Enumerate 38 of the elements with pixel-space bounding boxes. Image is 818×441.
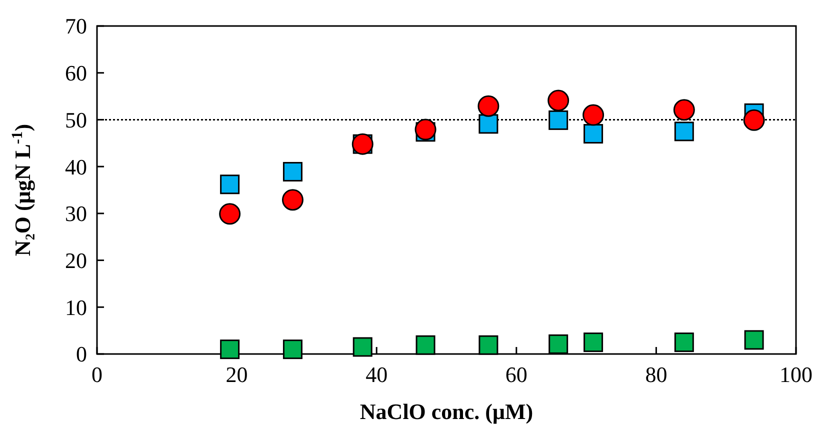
point [674, 332, 694, 352]
x-tick-label: 40 [366, 362, 388, 387]
point [584, 124, 604, 144]
y-tick-label: 60 [65, 60, 87, 86]
point [584, 332, 604, 352]
point [416, 335, 436, 355]
y-tick-label: 30 [65, 201, 87, 226]
x-tick-label: 0 [92, 362, 102, 387]
point [282, 189, 304, 211]
point [220, 174, 240, 194]
point [673, 99, 695, 121]
x-tick-label: 80 [645, 362, 668, 387]
x-tick-label: 60 [505, 362, 528, 387]
y-tick-label: 70 [65, 14, 87, 39]
point [478, 95, 500, 117]
point [548, 110, 568, 130]
y-tick-label: 10 [65, 294, 87, 320]
y-tick-label: 40 [65, 154, 87, 180]
point [582, 104, 604, 126]
point [744, 330, 764, 350]
point [219, 203, 241, 225]
point [478, 114, 498, 134]
x-tick-label: 20 [226, 362, 248, 387]
y-tick-label: 50 [65, 107, 87, 132]
point [674, 122, 694, 142]
x-tick-label: 100 [780, 362, 812, 387]
point [414, 118, 436, 140]
point [352, 337, 372, 357]
point [220, 340, 240, 360]
point [548, 334, 568, 354]
point [743, 109, 765, 131]
point [282, 340, 302, 360]
y-tick-label: 0 [76, 342, 87, 367]
y-tick-label: 20 [65, 248, 87, 273]
point [478, 335, 498, 355]
point [548, 90, 570, 112]
point [282, 162, 302, 182]
x-axis-title: NaClO conc. (μM) [360, 399, 534, 424]
